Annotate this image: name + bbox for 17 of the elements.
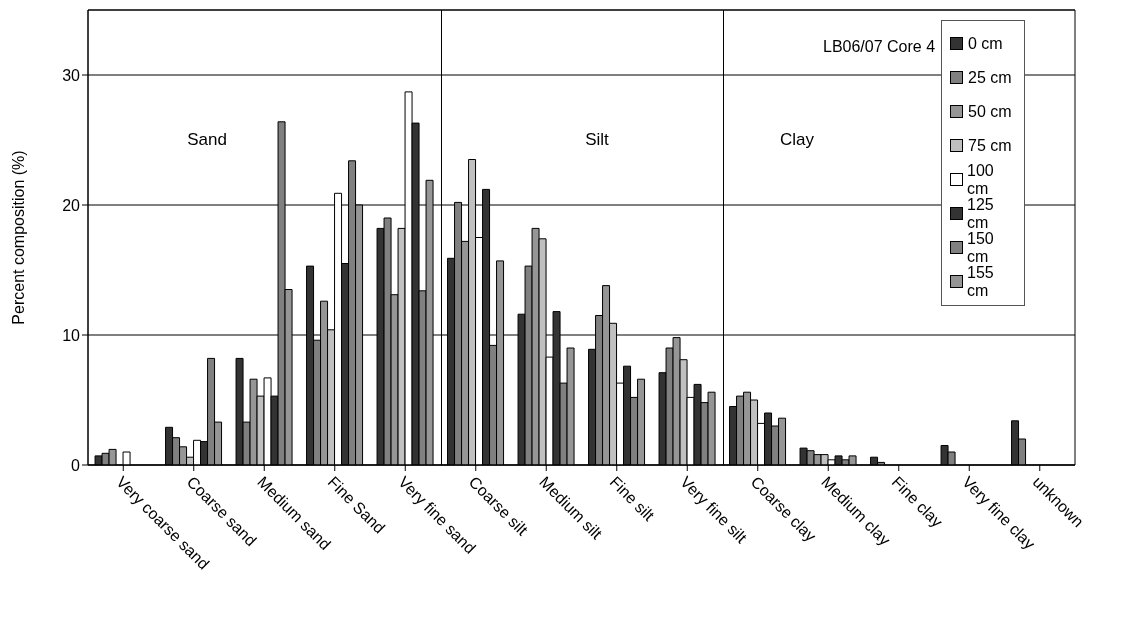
legend-label: 155 cm — [967, 264, 995, 300]
legend-label: 150 cm — [967, 230, 995, 266]
legend-label: 75 cm — [968, 137, 1012, 155]
annotation: Sand — [187, 130, 227, 150]
y-axis-title: Percent composition (%) — [9, 150, 27, 325]
legend-label: 100 cm — [967, 162, 995, 198]
legend-label: 125 cm — [967, 196, 995, 232]
text: LB06/07 Core 4 — [823, 38, 936, 56]
annotation: Silt — [585, 130, 609, 150]
y-tick-label: 10 — [62, 326, 81, 344]
y-tick-label: 0 — [71, 456, 81, 474]
legend-label: 0 cm — [968, 35, 1003, 53]
legend-label: 25 cm — [968, 69, 1012, 87]
legend-label: 50 cm — [968, 103, 1012, 121]
y-tick-label: 20 — [62, 196, 81, 214]
y-tick-label: 30 — [62, 66, 81, 84]
annotation: Clay — [779, 130, 815, 150]
